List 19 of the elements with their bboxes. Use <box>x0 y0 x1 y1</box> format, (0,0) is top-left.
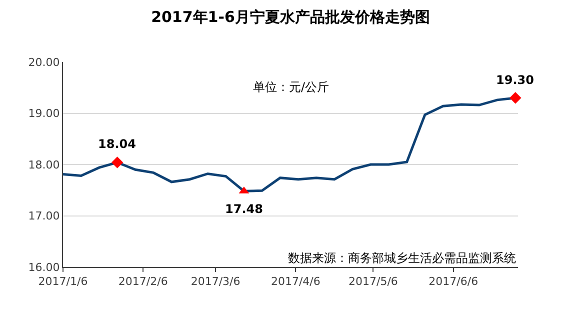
x-tick-label: 2017/3/6 <box>190 275 240 288</box>
annotation: 19.30 <box>496 73 534 87</box>
y-tick-label: 16.00 <box>28 260 60 274</box>
point <box>510 92 522 104</box>
y-tick-label: 20.00 <box>28 56 60 69</box>
y-tick-label: 19.00 <box>28 107 60 120</box>
y-tick-label: 18.00 <box>28 158 60 172</box>
y-tick-label: 17.00 <box>28 210 60 223</box>
x-tick-label: 2017/4/6 <box>270 275 320 288</box>
chart-title: 2017年1-6月宁夏水产品批发价格走势图 <box>151 8 430 26</box>
point <box>111 156 124 168</box>
annotation: 17.48 <box>225 202 263 216</box>
annotation: 数据来源：商务部城乡生活必需品监测系统 <box>288 251 516 265</box>
annotation: 18.04 <box>98 137 136 151</box>
x-tick-label: 2017/2/6 <box>118 275 168 288</box>
x-tick-label: 2017/1/6 <box>38 275 88 288</box>
annotation: 单位：元/公斤 <box>253 80 330 94</box>
x-tick-label: 2017/5/6 <box>348 275 398 288</box>
x-tick-label: 2017/6/6 <box>428 275 478 288</box>
